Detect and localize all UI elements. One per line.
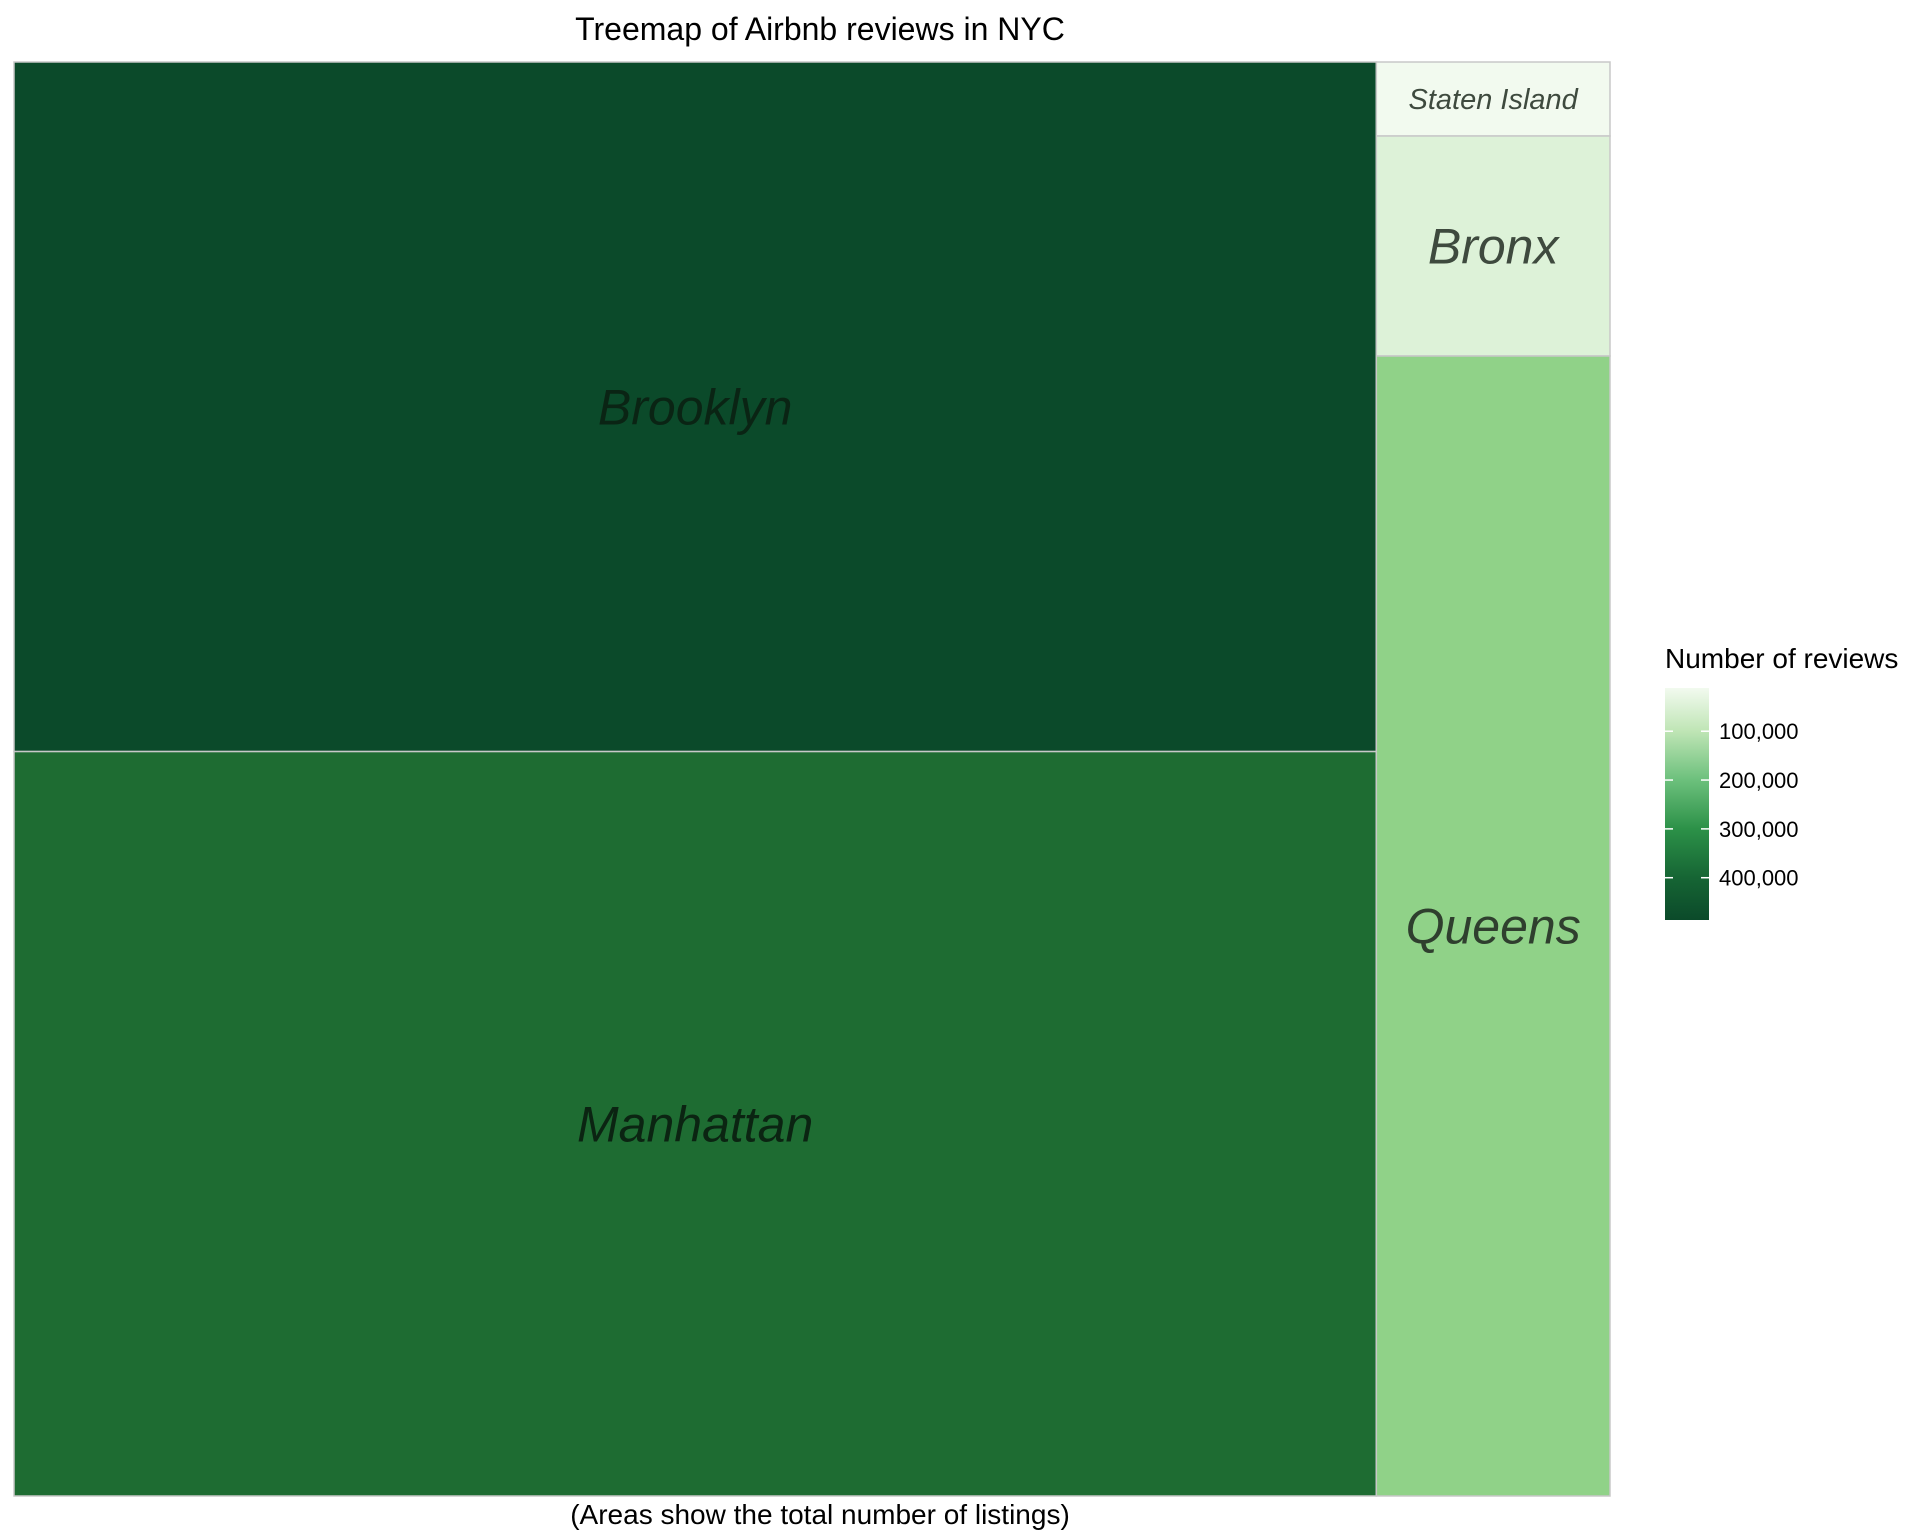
chart-title: Treemap of Airbnb reviews in NYC: [575, 11, 1065, 47]
tile-label-staten-island: Staten Island: [1409, 84, 1579, 116]
legend-tick-label: 100,000: [1719, 719, 1799, 744]
legend-color-bar: [1665, 688, 1709, 920]
tile-label-brooklyn: Brooklyn: [598, 379, 793, 435]
legend: Number of reviews 100,000 200,000 300,000 4…: [1665, 643, 1898, 920]
legend-title: Number of reviews: [1665, 643, 1898, 674]
tile-label-bronx: Bronx: [1428, 219, 1561, 275]
tile-brooklyn: [13, 61, 1378, 753]
tile-bronx: [1375, 135, 1611, 357]
tile-label-queens: Queens: [1406, 899, 1581, 955]
tile-manhattan: [13, 750, 1378, 1497]
legend-ticks: 100,000 200,000 300,000 400,000: [1665, 719, 1799, 891]
legend-tick-label: 200,000: [1719, 768, 1799, 793]
tile-queens: [1375, 355, 1611, 1497]
tile-label-manhattan: Manhattan: [577, 1096, 813, 1152]
tile-staten-island: [1375, 61, 1611, 137]
legend-tick-label: 400,000: [1719, 866, 1799, 891]
chart-caption: (Areas show the total number of listings…: [570, 1499, 1070, 1530]
legend-tick-label: 300,000: [1719, 817, 1799, 842]
treemap-tiles: Brooklyn Manhattan Staten Island Bronx Queen…: [13, 61, 1611, 1497]
